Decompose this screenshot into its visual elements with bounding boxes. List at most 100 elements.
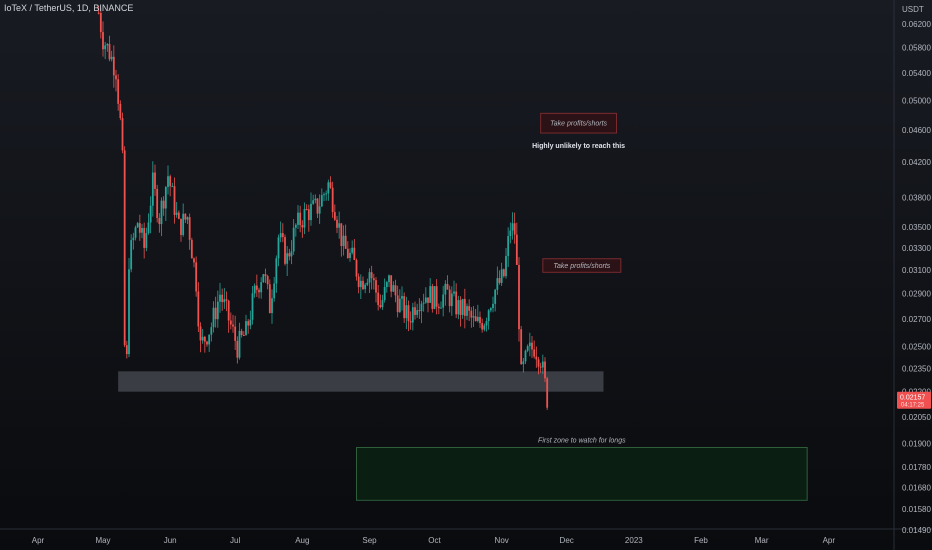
candle [320,188,323,208]
candle-body [188,217,191,240]
candle [99,7,102,39]
candle-body [409,321,412,323]
time-axis[interactable]: Apr May Jun Jul Aug Sep Oct Nov Dec 2023 Feb Mar Apr [32,536,836,545]
candle [463,288,466,329]
candle-body [132,237,135,241]
candle [342,225,345,256]
candle-body [164,187,167,209]
candle-body [340,223,343,247]
candle-body [255,285,258,290]
candle [234,315,237,350]
candle-body [435,286,438,307]
candle [403,292,406,323]
candle-body [522,361,525,365]
candle-body [513,223,516,235]
candle [125,340,128,359]
candle [511,212,514,240]
candle [414,301,416,320]
candle-body [201,336,204,341]
candle-body [284,237,286,264]
candle [236,336,239,364]
candle [338,211,341,239]
candle-body [195,262,198,292]
candle [104,41,107,60]
candle [232,314,234,333]
candle [336,215,338,234]
candle [372,273,375,290]
candle [383,278,386,303]
candle-body [203,336,206,342]
candle-body [271,298,273,314]
candle [541,354,544,374]
candle-body [515,234,518,265]
price-tick-label: 0.02500 [902,342,931,351]
time-tick-label: Apr [823,536,836,545]
candle [515,222,518,265]
candle-body [535,356,538,360]
candle [255,274,258,297]
candle-body [264,274,267,277]
candle [288,248,291,261]
support-zone [118,371,604,392]
price-axis[interactable]: USDT 0.06200 0.05800 0.05400 0.05000 0.04600 0… [897,5,931,535]
candle [108,35,111,62]
candle-body [364,284,367,290]
candle-body [143,228,146,248]
candle-body [392,285,395,292]
candle [539,362,542,373]
candle [132,232,135,250]
candle-body [346,248,349,259]
candle [266,274,269,290]
candle-body [416,310,419,315]
candle [364,282,367,294]
candle-body [128,269,130,355]
candle [520,325,523,365]
candle [448,285,451,313]
current-price-label: 0.02157 [900,395,925,402]
candle-body [431,286,434,309]
candle [375,277,377,303]
candle [461,298,464,319]
candle-body [437,306,440,309]
candle [424,287,427,304]
candle-body [336,219,338,228]
candle-body [292,227,295,252]
candle-body [125,345,128,355]
candle-body [377,292,380,306]
candle-body [479,316,481,324]
candle [392,281,395,292]
symbol-title[interactable]: IoTeX / TetherUS, 1D, BINANCE [4,3,134,13]
candle [368,268,371,293]
candle [286,245,289,276]
candle-body [299,212,302,226]
candle [299,205,302,233]
candle-body [509,230,512,237]
candle-body [184,213,187,220]
candle [312,194,315,205]
candle-body [182,213,185,235]
candle [297,205,299,229]
candle [498,270,501,285]
candle [483,323,486,332]
candle [203,335,206,353]
candle-body [149,205,152,223]
candle [492,296,494,313]
candle-body [403,296,406,319]
candle-body [242,335,245,337]
candle-body [268,284,271,314]
candle [294,223,297,237]
candle-body [407,305,410,322]
candle [106,43,109,52]
candle-body [476,316,479,322]
candle [227,299,230,333]
candle-body [236,340,239,358]
candle-body [427,297,429,303]
candle [370,265,373,290]
candle [281,223,284,243]
price-tick-label: 0.01580 [902,505,931,514]
candle [485,317,488,332]
candle-body [433,286,436,309]
candle [453,280,455,297]
